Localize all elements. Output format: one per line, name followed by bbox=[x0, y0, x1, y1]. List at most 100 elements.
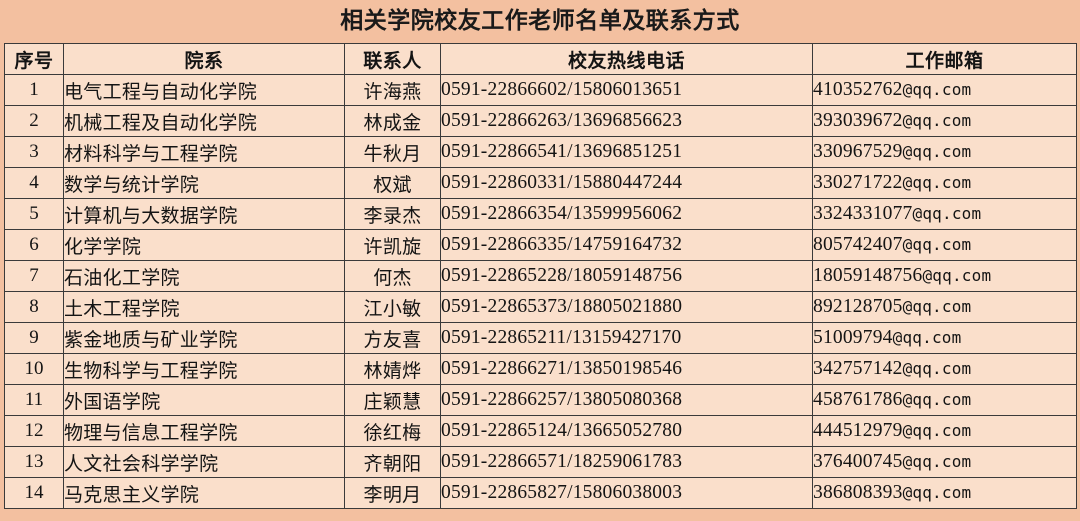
table-row: 3 材料科学与工程学院 牛秋月 0591-22866541/13696851251 33… bbox=[4, 136, 1077, 168]
cell-dept: 生物科学与工程学院 bbox=[63, 353, 345, 385]
column-header-dept: 院系 bbox=[63, 43, 345, 75]
cell-email: 3324331077@qq.com bbox=[812, 198, 1077, 230]
table-header-row: 序号 院系 联系人 校友热线电话 工作邮箱 bbox=[4, 43, 1077, 75]
cell-index: 8 bbox=[4, 291, 64, 323]
cell-index: 12 bbox=[4, 415, 64, 447]
cell-contact: 林婧烨 bbox=[344, 353, 441, 385]
cell-dept: 土木工程学院 bbox=[63, 291, 345, 323]
table-row: 4 数学与统计学院 权斌 0591-22860331/15880447244 33027… bbox=[4, 167, 1077, 199]
email-domain: @qq.com bbox=[902, 80, 972, 99]
email-domain: @qq.com bbox=[902, 173, 972, 192]
cell-phone: 0591-22866257/13805080368 bbox=[440, 384, 813, 416]
cell-phone: 0591-22866541/13696851251 bbox=[440, 136, 813, 168]
email-domain: @qq.com bbox=[902, 452, 972, 471]
cell-index: 3 bbox=[4, 136, 64, 168]
column-header-contact: 联系人 bbox=[344, 43, 441, 75]
cell-index: 4 bbox=[4, 167, 64, 199]
table-row: 14 马克思主义学院 李明月 0591-22865827/15806038003 386… bbox=[4, 477, 1077, 509]
cell-dept: 电气工程与自动化学院 bbox=[63, 74, 345, 106]
cell-email: 330271722@qq.com bbox=[812, 167, 1077, 199]
email-domain: @qq.com bbox=[912, 204, 982, 223]
table-row: 1 电气工程与自动化学院 许海燕 0591-22866602/15806013651 4… bbox=[4, 74, 1077, 106]
cell-dept: 机械工程及自动化学院 bbox=[63, 105, 345, 137]
cell-contact: 何杰 bbox=[344, 260, 441, 292]
cell-index: 13 bbox=[4, 446, 64, 478]
cell-email: 393039672@qq.com bbox=[812, 105, 1077, 137]
cell-phone: 0591-22866602/15806013651 bbox=[440, 74, 813, 106]
email-domain: @qq.com bbox=[902, 359, 972, 378]
email-domain: @qq.com bbox=[902, 297, 972, 316]
cell-dept: 外国语学院 bbox=[63, 384, 345, 416]
cell-phone: 0591-22860331/15880447244 bbox=[440, 167, 813, 199]
cell-dept: 紫金地质与矿业学院 bbox=[63, 322, 345, 354]
cell-phone: 0591-22866335/14759164732 bbox=[440, 229, 813, 261]
cell-email: 805742407@qq.com bbox=[812, 229, 1077, 261]
column-header-email: 工作邮箱 bbox=[812, 43, 1077, 75]
cell-contact: 李录杰 bbox=[344, 198, 441, 230]
email-domain: @qq.com bbox=[902, 483, 972, 502]
cell-phone: 0591-22866271/13850198546 bbox=[440, 353, 813, 385]
cell-email: 410352762@qq.com bbox=[812, 74, 1077, 106]
cell-contact: 牛秋月 bbox=[344, 136, 441, 168]
table-row: 11 外国语学院 庄颖慧 0591-22866257/13805080368 45876… bbox=[4, 384, 1077, 416]
cell-contact: 齐朝阳 bbox=[344, 446, 441, 478]
table-row: 6 化学学院 许凯旋 0591-22866335/14759164732 8057424… bbox=[4, 229, 1077, 261]
cell-phone: 0591-22865373/18805021880 bbox=[440, 291, 813, 323]
cell-contact: 徐红梅 bbox=[344, 415, 441, 447]
cell-index: 14 bbox=[4, 477, 64, 509]
email-domain: @qq.com bbox=[892, 328, 962, 347]
cell-contact: 方友喜 bbox=[344, 322, 441, 354]
cell-index: 6 bbox=[4, 229, 64, 261]
cell-phone: 0591-22866571/18259061783 bbox=[440, 446, 813, 478]
cell-dept: 马克思主义学院 bbox=[63, 477, 345, 509]
cell-dept: 物理与信息工程学院 bbox=[63, 415, 345, 447]
cell-index: 1 bbox=[4, 74, 64, 106]
email-domain: @qq.com bbox=[902, 390, 972, 409]
cell-dept: 数学与统计学院 bbox=[63, 167, 345, 199]
cell-phone: 0591-22866354/13599956062 bbox=[440, 198, 813, 230]
page-title: 相关学院校友工作老师名单及联系方式 bbox=[340, 8, 740, 34]
table-row: 10 生物科学与工程学院 林婧烨 0591-22866271/13850198546 3… bbox=[4, 353, 1077, 385]
email-domain: @qq.com bbox=[902, 111, 972, 130]
cell-phone: 0591-22865211/13159427170 bbox=[440, 322, 813, 354]
cell-index: 9 bbox=[4, 322, 64, 354]
cell-dept: 石油化工学院 bbox=[63, 260, 345, 292]
cell-email: 892128705@qq.com bbox=[812, 291, 1077, 323]
cell-index: 7 bbox=[4, 260, 64, 292]
email-domain: @qq.com bbox=[902, 142, 972, 161]
cell-email: 51009794@qq.com bbox=[812, 322, 1077, 354]
cell-dept: 材料科学与工程学院 bbox=[63, 136, 345, 168]
cell-index: 5 bbox=[4, 198, 64, 230]
cell-email: 18059148756@qq.com bbox=[812, 260, 1077, 292]
cell-phone: 0591-22865228/18059148756 bbox=[440, 260, 813, 292]
cell-contact: 庄颖慧 bbox=[344, 384, 441, 416]
table-row: 5 计算机与大数据学院 李录杰 0591-22866354/13599956062 33… bbox=[4, 198, 1077, 230]
column-header-phone: 校友热线电话 bbox=[440, 43, 813, 75]
table-row: 12 物理与信息工程学院 徐红梅 0591-22865124/13665052780 4… bbox=[4, 415, 1077, 447]
cell-phone: 0591-22866263/13696856623 bbox=[440, 105, 813, 137]
cell-email: 458761786@qq.com bbox=[812, 384, 1077, 416]
cell-contact: 江小敏 bbox=[344, 291, 441, 323]
cell-contact: 权斌 bbox=[344, 167, 441, 199]
table-row: 7 石油化工学院 何杰 0591-22865228/18059148756 180591… bbox=[4, 260, 1077, 292]
contact-table-container: 序号 院系 联系人 校友热线电话 工作邮箱 1 电气工程与自动化学院 许海燕 0591… bbox=[4, 43, 1077, 509]
table-row: 8 土木工程学院 江小敏 0591-22865373/18805021880 89212… bbox=[4, 291, 1077, 323]
cell-index: 11 bbox=[4, 384, 64, 416]
email-domain: @qq.com bbox=[902, 421, 972, 440]
column-header-index: 序号 bbox=[4, 43, 64, 75]
table-row: 9 紫金地质与矿业学院 方友喜 0591-22865211/13159427170 51… bbox=[4, 322, 1077, 354]
document-title-band: 相关学院校友工作老师名单及联系方式 bbox=[0, 0, 1080, 43]
cell-dept: 化学学院 bbox=[63, 229, 345, 261]
cell-contact: 李明月 bbox=[344, 477, 441, 509]
cell-email: 386808393@qq.com bbox=[812, 477, 1077, 509]
cell-contact: 许海燕 bbox=[344, 74, 441, 106]
cell-email: 330967529@qq.com bbox=[812, 136, 1077, 168]
cell-dept: 计算机与大数据学院 bbox=[63, 198, 345, 230]
cell-dept: 人文社会科学学院 bbox=[63, 446, 345, 478]
cell-index: 10 bbox=[4, 353, 64, 385]
cell-contact: 许凯旋 bbox=[344, 229, 441, 261]
email-domain: @qq.com bbox=[922, 266, 992, 285]
cell-index: 2 bbox=[4, 105, 64, 137]
cell-phone: 0591-22865124/13665052780 bbox=[440, 415, 813, 447]
